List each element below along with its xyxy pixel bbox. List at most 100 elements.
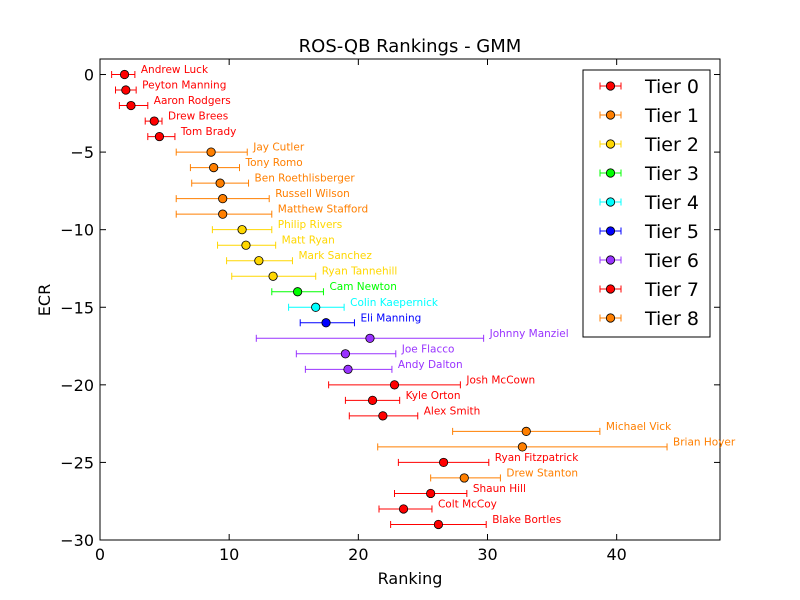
- data-point: [433, 519, 444, 530]
- point-label: Blake Bortles: [492, 514, 561, 526]
- point-label: Ryan Fitzpatrick: [495, 452, 579, 464]
- data-point: [293, 287, 303, 297]
- point-label: Colt McCoy: [438, 498, 497, 510]
- data-point-group: Drew Stanton: [430, 467, 578, 483]
- data-point: [119, 69, 130, 80]
- point-label: Kyle Orton: [406, 390, 461, 402]
- data-point-group: Shaun Hill: [394, 483, 526, 499]
- data-point-group: Philip Rivers: [211, 219, 342, 235]
- legend-marker: [605, 110, 616, 120]
- data-point-group: Blake Bortles: [390, 514, 561, 530]
- legend-item: Tier 1: [599, 105, 699, 127]
- y-tick-label: −20: [60, 376, 94, 395]
- data-point: [206, 147, 216, 157]
- data-point-group: Colin Kaepernick: [288, 297, 439, 312]
- data-point: [398, 504, 409, 514]
- legend: Tier 0 Tier 1 Tier 2 Tier 3 Tier 4 Tier 5 Tier…: [582, 69, 711, 338]
- data-point-group: Mark Sanchez: [226, 250, 372, 266]
- data-point: [340, 349, 351, 359]
- point-label: Johnny Manziel: [489, 328, 569, 340]
- y-tick-label: −25: [60, 453, 94, 472]
- legend-label: Tier 5: [644, 221, 699, 243]
- legend-marker: [605, 284, 616, 294]
- data-point-group: Kyle Orton: [344, 390, 461, 405]
- point-label: Colin Kaepernick: [350, 297, 439, 309]
- data-point-group: Tony Romo: [189, 157, 303, 173]
- legend-label: Tier 3: [644, 163, 699, 185]
- y-axis-label: ECR: [35, 284, 54, 316]
- data-point-group: Matt Ryan: [217, 235, 335, 250]
- data-point: [365, 333, 375, 343]
- data-point-group: Michael Vick: [452, 421, 672, 436]
- point-label: Mark Sanchez: [298, 250, 372, 262]
- data-point: [126, 100, 136, 111]
- y-tick-label: −15: [60, 298, 94, 317]
- data-point: [459, 473, 469, 483]
- point-label: Joe Flacco: [401, 343, 455, 355]
- point-label: Andrew Luck: [141, 64, 209, 76]
- legend-label: Tier 7: [644, 279, 699, 301]
- data-point: [367, 395, 378, 405]
- legend-item: Tier 8: [599, 308, 699, 330]
- data-point-group: Andy Dalton: [304, 359, 463, 374]
- legend-item: Tier 5: [599, 221, 699, 243]
- data-point-group: Brian Hoyer: [377, 436, 736, 452]
- x-axis-label: Ranking: [378, 569, 443, 588]
- data-point: [311, 302, 321, 312]
- point-label: Matt Ryan: [282, 235, 335, 247]
- data-point: [426, 488, 436, 499]
- legend-label: Tier 2: [644, 134, 699, 156]
- point-label: Alex Smith: [424, 405, 481, 417]
- point-label: Matthew Stafford: [278, 204, 368, 216]
- data-point: [521, 426, 531, 436]
- point-label: Ben Roethlisberger: [255, 173, 356, 185]
- data-point: [209, 163, 219, 173]
- data-point-group: Josh McCown: [328, 374, 535, 390]
- legend-item: Tier 4: [599, 192, 699, 214]
- point-label: Aaron Rodgers: [154, 95, 231, 107]
- data-point-group: Ben Roethlisberger: [191, 173, 356, 188]
- data-point: [268, 271, 278, 281]
- x-tick-label: 0: [95, 545, 105, 564]
- data-point: [254, 256, 264, 266]
- legend-label: Tier 1: [644, 105, 699, 127]
- point-label: Michael Vick: [606, 421, 672, 433]
- data-point: [241, 240, 251, 250]
- legend-item: Tier 2: [599, 134, 699, 156]
- legend-item: Tier 0: [599, 76, 699, 98]
- legend-marker: [605, 81, 616, 91]
- data-point-group: Drew Brees: [144, 111, 228, 126]
- point-label: Drew Brees: [168, 111, 228, 123]
- point-label: Drew Stanton: [506, 467, 578, 479]
- data-point-group: Ryan Fitzpatrick: [397, 452, 579, 468]
- chart-title: ROS-QB Rankings - GMM: [299, 36, 522, 57]
- data-point: [321, 318, 331, 328]
- legend-item: Tier 7: [599, 279, 699, 301]
- legend-marker: [605, 168, 616, 178]
- data-point: [237, 225, 247, 235]
- data-point-group: Aaron Rodgers: [118, 95, 231, 111]
- data-point: [517, 442, 527, 452]
- x-tick-label: 30: [477, 545, 497, 564]
- legend-item: Tier 3: [599, 163, 699, 185]
- legend-label: Tier 6: [644, 250, 699, 272]
- point-label: Philip Rivers: [278, 219, 342, 231]
- point-label: Shaun Hill: [473, 483, 526, 495]
- point-label: Andy Dalton: [398, 359, 463, 371]
- point-label: Brian Hoyer: [673, 436, 736, 448]
- legend-marker: [605, 255, 616, 265]
- point-label: Eli Manning: [360, 312, 421, 324]
- point-label: Tom Brady: [180, 126, 236, 138]
- legend-marker: [605, 226, 616, 236]
- data-point-group: Jay Cutler: [175, 142, 305, 157]
- data-point-group: Eli Manning: [299, 312, 421, 328]
- data-point-group: Cam Newton: [271, 281, 397, 297]
- x-tick-label: 40: [606, 545, 626, 564]
- data-point-group: Tom Brady: [147, 126, 236, 142]
- data-point: [149, 116, 159, 126]
- x-tick-label: 10: [219, 545, 239, 564]
- data-point-group: Ryan Tannehill: [231, 266, 397, 281]
- data-point-group: Colt McCoy: [378, 498, 497, 514]
